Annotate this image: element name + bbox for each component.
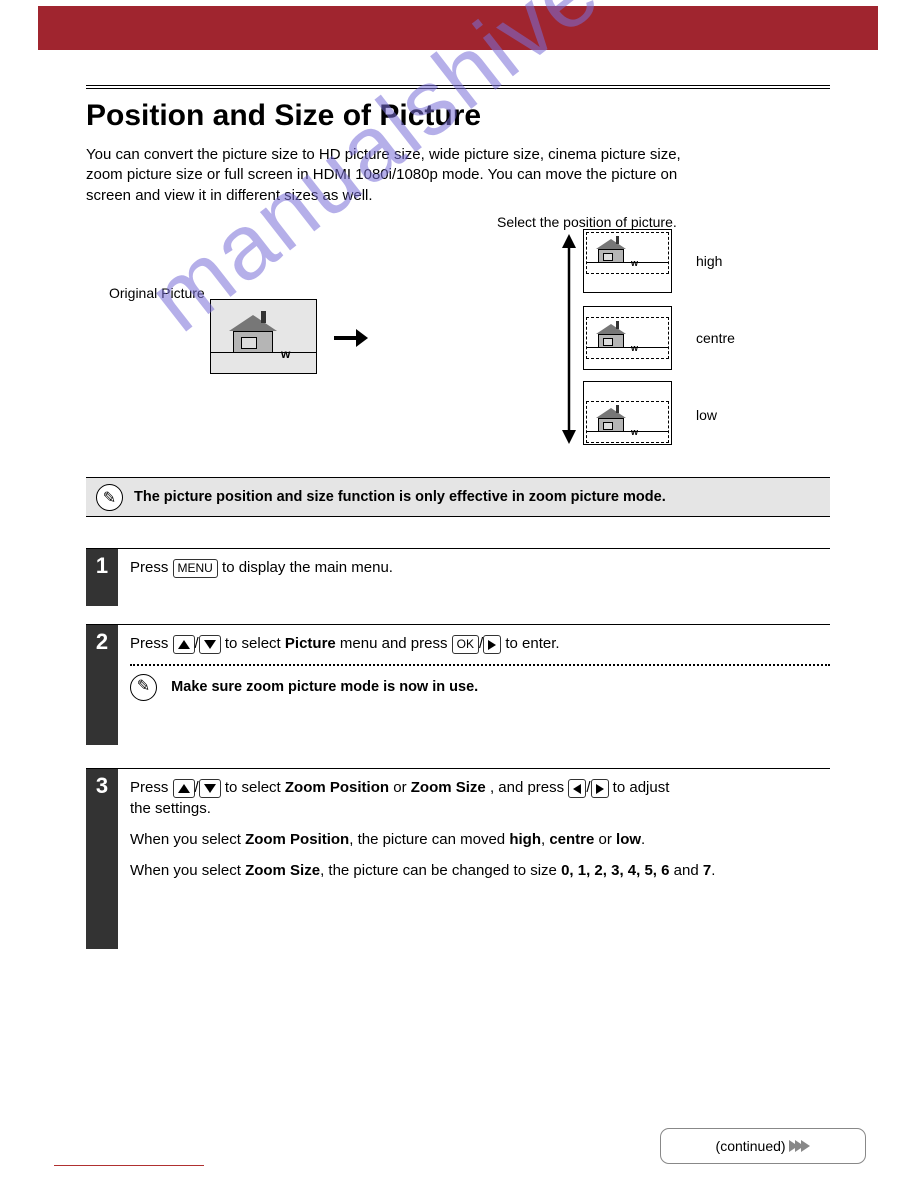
- arrow-vertical-icon: [560, 234, 578, 444]
- s3-sz: 0, 1, 2, 3, 4, 5, 6: [561, 862, 669, 879]
- step-number: 3: [86, 769, 118, 949]
- menu-key: MENU: [173, 559, 218, 578]
- s3-l4d: .: [711, 862, 715, 879]
- step-3: 3 Press / to select Zoom Position or Zoo…: [86, 768, 830, 769]
- double-rule: [86, 85, 830, 89]
- s3-l4c: and: [669, 862, 702, 879]
- s3-l3d: or: [594, 831, 616, 848]
- up-key: [173, 779, 195, 798]
- zoom-position: Zoom Position: [285, 779, 389, 796]
- step1-text-b: to display the main menu.: [222, 559, 393, 576]
- s3-line2: the settings.: [130, 798, 830, 819]
- label-low: low: [696, 407, 717, 423]
- label-high: high: [696, 253, 722, 269]
- intro-line-1: You can convert the picture size to HD p…: [86, 145, 830, 165]
- ok-key: OK: [452, 635, 479, 654]
- zs2: Zoom Size: [245, 862, 320, 879]
- intro-line-3: screen and view it in different sizes as…: [86, 186, 830, 206]
- pencil-icon: ✎: [130, 674, 157, 701]
- header-corner: [834, 6, 878, 50]
- output-center: w: [583, 306, 672, 370]
- step-number: 1: [86, 549, 118, 606]
- pencil-icon: ✎: [96, 484, 123, 511]
- down-key: [199, 779, 221, 798]
- output-high: w: [583, 229, 672, 293]
- step2-text-b: to select: [225, 635, 285, 652]
- footer-rule: [54, 1165, 204, 1166]
- continued-badge: (continued): [660, 1128, 866, 1164]
- s3-l4a: When you select: [130, 862, 245, 879]
- arrow-right-icon: [332, 326, 368, 350]
- s3-sz7: 7: [703, 862, 711, 879]
- picture-menu: Picture: [285, 635, 336, 652]
- label-center: centre: [696, 330, 735, 346]
- original-caption: Original Picture: [109, 285, 205, 301]
- s3-l3b: , the picture can moved: [349, 831, 509, 848]
- note-bar: ✎ The picture position and size function…: [86, 477, 830, 517]
- s3d: , and press: [490, 779, 568, 796]
- continued-text: (continued): [716, 1138, 786, 1154]
- header-bar: [38, 6, 878, 50]
- dotted-rule: [130, 664, 830, 666]
- step-number: 2: [86, 625, 118, 745]
- chevron-icon: [801, 1140, 810, 1152]
- s3-l4b: , the picture can be changed to size: [320, 862, 561, 879]
- intro-line-2: zoom picture size or full screen in HDMI…: [86, 165, 830, 185]
- s3-lo: low: [616, 831, 641, 848]
- zp2: Zoom Position: [245, 831, 349, 848]
- step1-text-a: Press: [130, 559, 168, 576]
- note-text: The picture position and size function i…: [134, 489, 666, 505]
- step2-text-c: menu and press: [340, 635, 452, 652]
- s3b: to select: [225, 779, 285, 796]
- page-title: Position and Size of Picture: [86, 99, 481, 133]
- output-low: w: [583, 381, 672, 445]
- s3-l3e: .: [641, 831, 645, 848]
- s3e: to adjust: [613, 779, 670, 796]
- s3-l3a: When you select: [130, 831, 245, 848]
- s3-hi: high: [509, 831, 541, 848]
- right-key: [483, 635, 501, 654]
- down-key: [199, 635, 221, 654]
- step-1: 1 Press MENU to display the main menu.: [86, 548, 830, 549]
- step2-text-a: Press: [130, 635, 173, 652]
- s3c: or: [393, 779, 411, 796]
- s3-ct: centre: [549, 831, 594, 848]
- original-picture: w: [210, 299, 317, 374]
- left-key: [568, 779, 586, 798]
- s3a: Press: [130, 779, 173, 796]
- position-caption: Select the position of picture.: [497, 214, 677, 230]
- step2-note: Make sure zoom picture mode is now in us…: [171, 679, 478, 695]
- right-key: [591, 779, 609, 798]
- zoom-size: Zoom Size: [411, 779, 486, 796]
- step-2: 2 Press / to select Picture menu and pre…: [86, 624, 830, 625]
- up-key: [173, 635, 195, 654]
- step2-text-d: to enter.: [505, 635, 559, 652]
